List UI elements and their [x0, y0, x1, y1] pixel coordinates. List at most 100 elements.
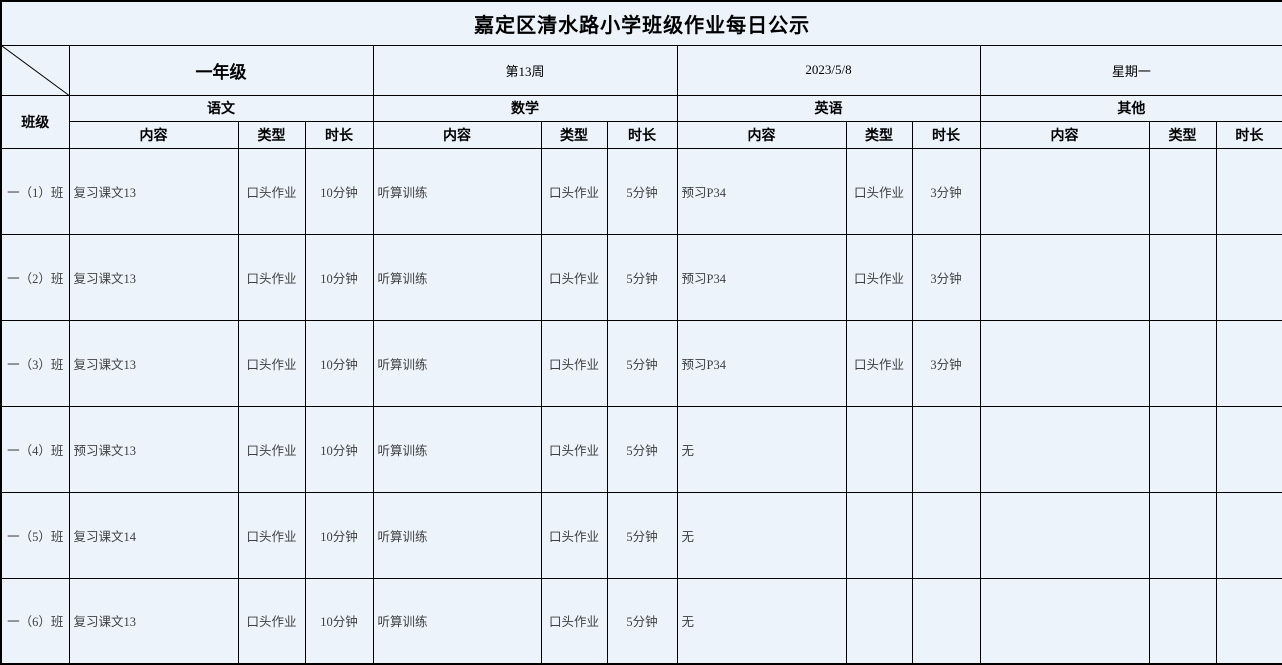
other-type-cell: [1148, 147, 1217, 235]
class-name-cell: 一（3）班: [0, 319, 70, 407]
english-content-cell: 无: [676, 491, 847, 579]
header-row-grade-week-date: 一年级 第13周 2023/5/8 星期一: [0, 44, 1282, 96]
other-duration-cell: [1215, 577, 1282, 665]
chinese-content-cell: 复习课文13: [68, 233, 239, 321]
other-type-header: 类型: [1148, 120, 1217, 149]
english-content-cell: 无: [676, 405, 847, 493]
chinese-content-cell: 复习课文14: [68, 491, 239, 579]
math-duration-cell: 5分钟: [606, 577, 678, 665]
diagonal-corner-cell: [0, 44, 70, 96]
subject-header-other: 其他: [979, 94, 1282, 122]
table-row: 一（2）班 复习课文13 口头作业 10分钟 听算训练 口头作业 5分钟 预习P34 口头作业 3…: [0, 233, 1282, 321]
class-column-header: 班级: [0, 94, 70, 149]
other-duration-cell: [1215, 147, 1282, 235]
chinese-type-cell: 口头作业: [237, 491, 306, 579]
diagonal-line-icon: [2, 46, 69, 95]
other-content-cell: [979, 491, 1150, 579]
class-name-cell: 一（2）班: [0, 233, 70, 321]
english-content-cell: 无: [676, 577, 847, 665]
other-duration-cell: [1215, 491, 1282, 579]
chinese-duration-cell: 10分钟: [304, 147, 374, 235]
math-type-cell: 口头作业: [540, 491, 608, 579]
english-duration-cell: [911, 491, 981, 579]
chinese-type-cell: 口头作业: [237, 577, 306, 665]
math-duration-cell: 5分钟: [606, 319, 678, 407]
other-content-cell: [979, 319, 1150, 407]
header-row-subcolumns: 内容 类型 时长 内容 类型 时长 内容 类型 时长 内容 类型 时长: [1, 120, 1282, 149]
math-duration-cell: 5分钟: [606, 405, 678, 493]
english-content-cell: 预习P34: [676, 147, 847, 235]
other-content-cell: [979, 147, 1150, 235]
class-name-cell: 一（5）班: [0, 491, 70, 579]
english-type-header: 类型: [845, 120, 913, 149]
chinese-type-cell: 口头作业: [237, 147, 306, 235]
class-name-cell: 一（6）班: [0, 577, 70, 665]
other-type-cell: [1148, 491, 1217, 579]
chinese-duration-cell: 10分钟: [304, 491, 374, 579]
other-content-cell: [979, 233, 1150, 321]
chinese-duration-cell: 10分钟: [304, 405, 374, 493]
chinese-duration-cell: 10分钟: [304, 233, 374, 321]
math-duration-cell: 5分钟: [606, 233, 678, 321]
class-name-cell: 一（4）班: [0, 405, 70, 493]
table-row: 一（6）班 复习课文13 口头作业 10分钟 听算训练 口头作业 5分钟无: [0, 577, 1282, 665]
math-type-cell: 口头作业: [540, 319, 608, 407]
table-body: 一（1）班 复习课文13 口头作业 10分钟 听算训练 口头作业 5分钟 预习P34 口头作业 3…: [0, 147, 1282, 665]
chinese-duration-cell: 10分钟: [304, 319, 374, 407]
math-content-cell: 听算训练: [372, 491, 542, 579]
grade-header: 一年级: [68, 44, 374, 96]
english-duration-header: 时长: [911, 120, 981, 149]
chinese-content-header: 内容: [68, 120, 239, 149]
math-content-header: 内容: [372, 120, 542, 149]
week-header: 第13周: [372, 44, 678, 96]
chinese-content-cell: 预习课文13: [68, 405, 239, 493]
chinese-type-header: 类型: [237, 120, 306, 149]
other-content-header: 内容: [979, 120, 1150, 149]
english-content-header: 内容: [676, 120, 847, 149]
other-duration-header: 时长: [1215, 120, 1282, 149]
subject-header-chinese: 语文: [68, 94, 374, 122]
math-content-cell: 听算训练: [372, 405, 542, 493]
english-type-cell: [845, 491, 913, 579]
other-duration-cell: [1215, 319, 1282, 407]
subject-header-english: 英语: [676, 94, 981, 122]
title-row: 嘉定区清水路小学班级作业每日公示: [0, 0, 1282, 46]
other-type-cell: [1148, 405, 1217, 493]
math-type-header: 类型: [540, 120, 608, 149]
chinese-content-cell: 复习课文13: [68, 319, 239, 407]
english-type-cell: 口头作业: [845, 233, 913, 321]
chinese-type-cell: 口头作业: [237, 319, 306, 407]
english-content-cell: 预习P34: [676, 233, 847, 321]
chinese-type-cell: 口头作业: [237, 233, 306, 321]
subject-header-math: 数学: [372, 94, 678, 122]
math-content-cell: 听算训练: [372, 233, 542, 321]
english-type-cell: [845, 405, 913, 493]
english-duration-cell: 3分钟: [911, 233, 981, 321]
math-type-cell: 口头作业: [540, 405, 608, 493]
other-duration-cell: [1215, 233, 1282, 321]
math-type-cell: 口头作业: [540, 577, 608, 665]
other-content-cell: [979, 577, 1150, 665]
other-type-cell: [1148, 577, 1217, 665]
english-duration-cell: 3分钟: [911, 147, 981, 235]
math-content-cell: 听算训练: [372, 147, 542, 235]
math-type-cell: 口头作业: [540, 233, 608, 321]
chinese-content-cell: 复习课文13: [68, 577, 239, 665]
class-name-cell: 一（1）班: [0, 147, 70, 235]
english-type-cell: [845, 577, 913, 665]
chinese-content-cell: 复习课文13: [68, 147, 239, 235]
math-content-cell: 听算训练: [372, 577, 542, 665]
date-header: 2023/5/8: [676, 44, 981, 96]
table-row: 一（5）班 复习课文14 口头作业 10分钟 听算训练 口头作业 5分钟无: [0, 491, 1282, 579]
page-title: 嘉定区清水路小学班级作业每日公示: [0, 0, 1282, 46]
chinese-duration-cell: 10分钟: [304, 577, 374, 665]
math-type-cell: 口头作业: [540, 147, 608, 235]
english-duration-cell: [911, 577, 981, 665]
english-type-cell: 口头作业: [845, 319, 913, 407]
english-type-cell: 口头作业: [845, 147, 913, 235]
other-duration-cell: [1215, 405, 1282, 493]
other-type-cell: [1148, 233, 1217, 321]
english-duration-cell: 3分钟: [911, 319, 981, 407]
weekday-header: 星期一: [979, 44, 1282, 96]
